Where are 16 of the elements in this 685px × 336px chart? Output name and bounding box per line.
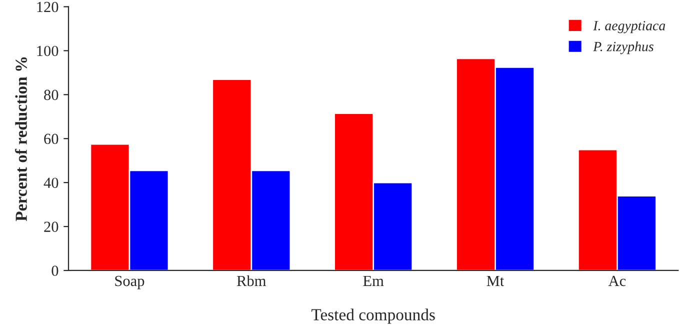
x-tick-label: Ac: [608, 276, 626, 286]
y-tick-label: 100: [37, 46, 58, 56]
y-tick-label: 20: [44, 222, 58, 232]
x-tick-label: Em: [363, 276, 384, 286]
y-tick-label: 80: [44, 90, 58, 100]
y-tick-label: 60: [44, 134, 58, 144]
x-tick-label: Rbm: [236, 275, 266, 286]
legend-label: I. aegyptiaca: [593, 20, 666, 34]
y-tick-label: 120: [37, 2, 58, 12]
x-tick-label: Soap: [115, 276, 144, 290]
y-axis-title: Percent of reduction %: [15, 57, 27, 222]
x-tick-label: Mt: [486, 276, 504, 286]
y-tick-label: 40: [44, 178, 58, 188]
y-tick-label: 0: [52, 266, 58, 276]
legend-label: P. zizyphus: [593, 41, 654, 54]
x-axis-title: Tested compounds: [311, 308, 435, 324]
